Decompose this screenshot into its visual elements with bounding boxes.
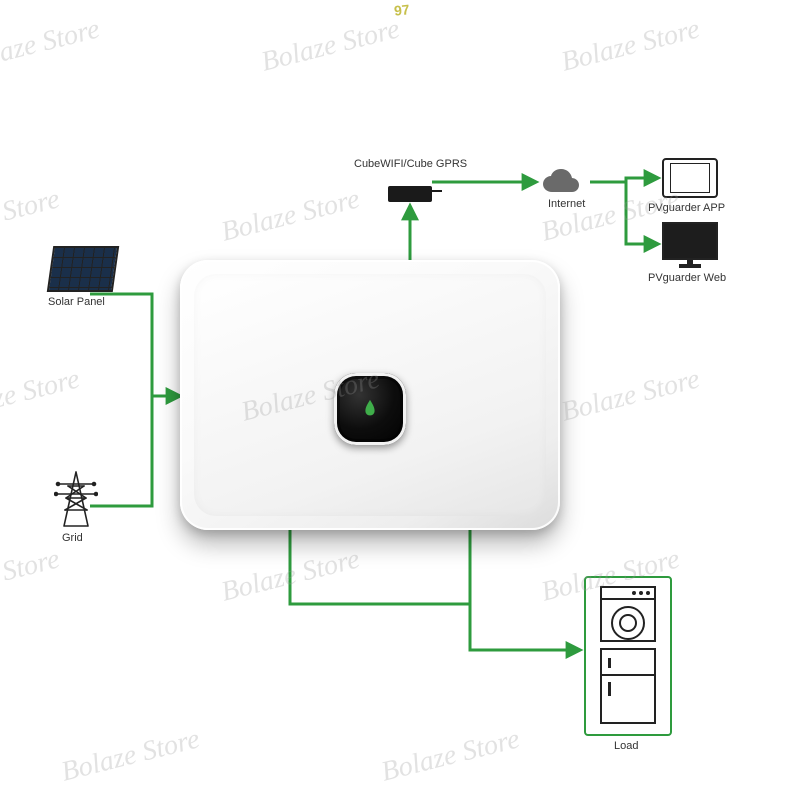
grid-label: Grid xyxy=(62,532,83,544)
diagram-canvas: 97 Solar Panel Grid xyxy=(0,0,800,800)
solar-panel-label: Solar Panel xyxy=(48,296,105,308)
fridge-icon xyxy=(600,648,656,724)
app-label: PVguarder APP xyxy=(648,202,725,214)
cube-wifi-label: CubeWIFI/Cube GPRS xyxy=(354,158,467,170)
inverter-device xyxy=(180,260,560,530)
web-label: PVguarder Web xyxy=(648,272,726,284)
load-label: Load xyxy=(614,740,638,752)
web-icon xyxy=(662,222,718,268)
internet-label: Internet xyxy=(548,198,585,210)
washer-icon xyxy=(600,586,656,642)
cube-wifi-icon xyxy=(388,186,432,202)
inverter-badge xyxy=(334,373,406,445)
app-icon xyxy=(662,158,718,198)
solar-panel-icon xyxy=(47,246,119,292)
grid-tower-icon xyxy=(54,470,98,528)
cloud-icon xyxy=(540,168,588,196)
corner-mark: 97 xyxy=(393,1,410,19)
